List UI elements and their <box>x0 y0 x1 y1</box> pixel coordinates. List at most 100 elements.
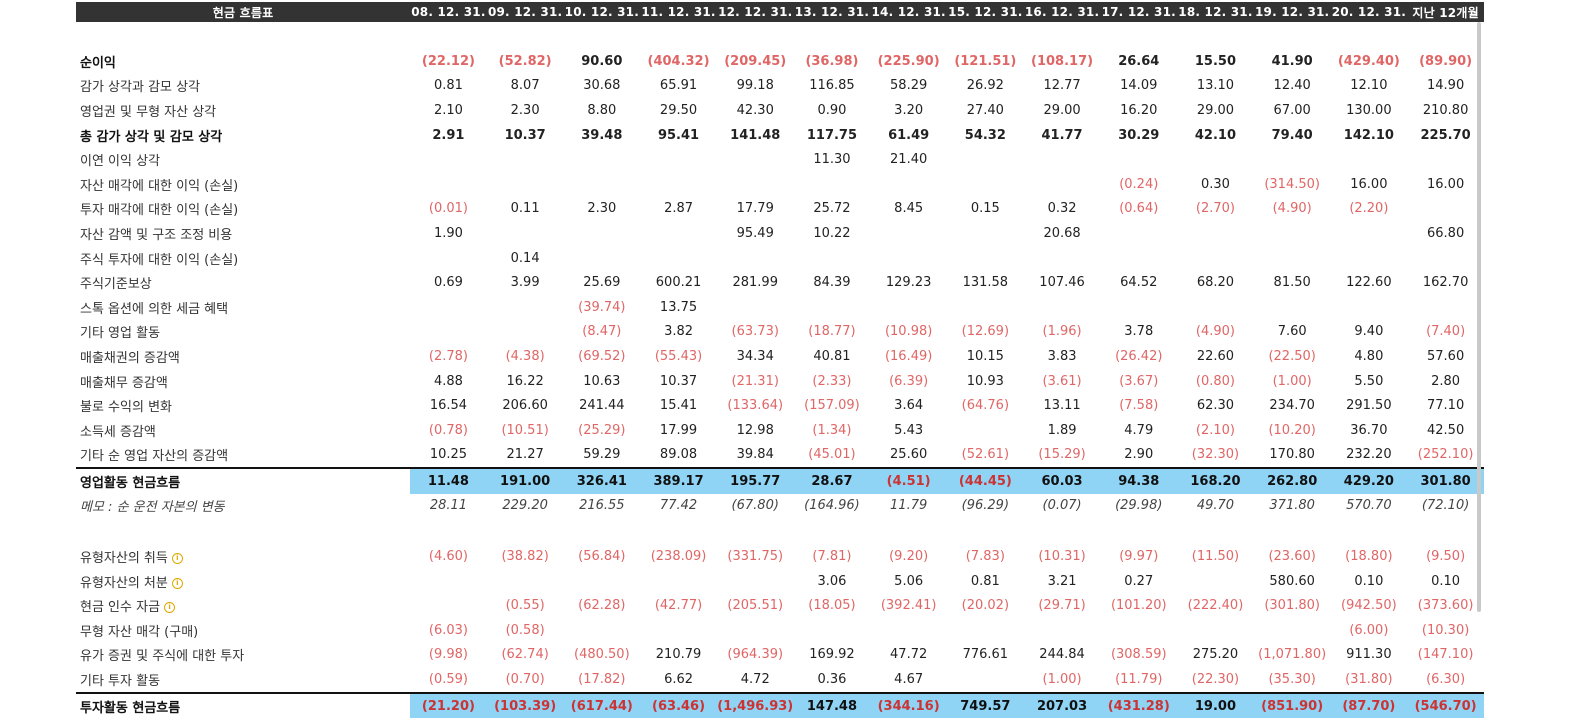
value-cell: (10.30) <box>1421 622 1470 638</box>
row-label: 투자 매각에 대한 이익 (손실) <box>80 203 239 219</box>
value-cell: (209.45) <box>724 53 787 69</box>
row-label: 소득세 증감액 <box>80 424 156 440</box>
value-cell: 10.93 <box>966 373 1004 389</box>
value-cell: 10.63 <box>583 373 621 389</box>
value-cell: 13.10 <box>1196 78 1235 94</box>
value-cell: 2.90 <box>1124 447 1154 463</box>
period-header[interactable]: 11. 12. 31. <box>640 2 717 22</box>
value-cell: 4.72 <box>740 672 770 688</box>
period-header[interactable]: 19. 12. 31. <box>1253 2 1331 22</box>
value-cell: 116.85 <box>809 78 855 94</box>
value-cell: 58.29 <box>890 78 928 94</box>
value-cell: 10.37 <box>504 127 546 143</box>
value-cell <box>947 172 1024 197</box>
value-cell: (4.90) <box>1272 201 1312 217</box>
value-cell: 0.10 <box>1431 573 1461 589</box>
period-header[interactable]: 13. 12. 31. <box>793 2 871 22</box>
value-cell: 0.32 <box>1047 201 1077 217</box>
period-header[interactable]: 16. 12. 31. <box>1023 2 1101 22</box>
period-header[interactable]: 14. 12. 31. <box>870 2 947 22</box>
value-cell: (35.30) <box>1268 672 1316 688</box>
value-cell <box>1100 618 1177 643</box>
value-cell: 21.27 <box>506 447 544 463</box>
value-cell <box>1407 246 1484 271</box>
value-cell <box>563 618 640 643</box>
value-cell: 81.50 <box>1273 275 1311 291</box>
vertical-scrollbar[interactable] <box>1477 22 1481 612</box>
value-cell: 19.00 <box>1177 691 1254 718</box>
value-cell: 131.58 <box>962 275 1009 291</box>
period-header[interactable]: 15. 12. 31. <box>947 2 1024 22</box>
value-cell <box>487 172 564 197</box>
value-cell: 911.30 <box>1346 647 1392 663</box>
value-cell: (7.81) <box>812 549 852 565</box>
value-cell: 16.22 <box>506 373 544 389</box>
value-cell: 6.62 <box>664 672 694 688</box>
value-cell: 20.68 <box>1043 225 1081 241</box>
value-cell: (331.75) <box>727 549 784 565</box>
value-cell: 216.55 <box>579 498 625 514</box>
value-cell: (31.80) <box>1345 672 1393 688</box>
period-header[interactable]: 09. 12. 31. <box>486 2 564 22</box>
row-label-cell: 투자활동 현금흐름 <box>76 691 411 718</box>
period-header[interactable]: 20. 12. 31. <box>1330 2 1408 22</box>
value-cell: (4.90) <box>1195 324 1235 340</box>
value-cell: (480.50) <box>574 647 630 663</box>
table-row: 스톡 옵션에 의한 세금 혜택 (39.74) 13.75 <box>76 295 1484 320</box>
value-cell: 0.10 <box>1354 573 1384 589</box>
value-cell: 2.30 <box>587 201 617 217</box>
value-cell <box>1024 147 1101 172</box>
period-header[interactable]: 18. 12. 31. <box>1177 2 1254 22</box>
value-cell <box>1254 246 1331 271</box>
row-label: 기타 순 영업 자산의 증감액 <box>80 449 229 465</box>
value-cell: (10.20) <box>1268 422 1316 438</box>
value-cell: 49.70 <box>1196 498 1235 514</box>
value-cell: (89.90) <box>1419 53 1473 69</box>
value-cell: (1.34) <box>812 422 852 438</box>
info-icon[interactable]: i <box>164 602 176 614</box>
period-header[interactable]: 10. 12. 31. <box>563 2 641 22</box>
period-header[interactable]: 12. 12. 31. <box>716 2 794 22</box>
row-label: 메모 : 순 운전 자본의 변동 <box>80 500 225 516</box>
table-row: 영업권 및 무형 자산 상각 2.10 2.30 8.80 29.50 42.30 0.90… <box>76 98 1484 123</box>
value-cell: (26.42) <box>1115 348 1163 364</box>
value-cell: (15.29) <box>1038 447 1086 463</box>
value-cell: (942.50) <box>1341 598 1397 614</box>
info-icon[interactable]: i <box>171 553 183 565</box>
value-cell: 8.80 <box>587 102 617 118</box>
value-cell: 90.60 <box>581 53 623 69</box>
value-cell: (1,496.93) <box>716 691 794 718</box>
value-cell: 117.75 <box>806 127 858 143</box>
value-cell: 25.60 <box>890 447 928 463</box>
period-header[interactable]: 지난 12개월 <box>1407 2 1484 22</box>
value-cell: 41.77 <box>1041 127 1083 143</box>
value-cell: (373.60) <box>1417 598 1474 614</box>
value-cell: 232.20 <box>1346 447 1392 463</box>
value-cell: (6.00) <box>1349 622 1389 638</box>
value-cell: 0.81 <box>433 78 463 94</box>
value-cell <box>1024 246 1101 271</box>
row-label-cell: 매출채무 증감액 <box>76 369 410 394</box>
table-row: 유가 증권 및 주식에 대한 투자 (9.98) (62.74) (480.50) 21… <box>76 643 1484 668</box>
value-cell: (429.40) <box>1337 53 1400 69</box>
table-row: 무형 자산 매각 (구매) (6.03) (0.58) (6.00) (10.30) <box>76 618 1484 643</box>
value-cell: 206.60 <box>502 398 548 414</box>
period-header[interactable]: 08. 12. 31. <box>410 2 487 22</box>
value-cell: 26.92 <box>966 78 1004 94</box>
value-cell: 62.30 <box>1196 398 1235 414</box>
value-cell <box>947 667 1024 693</box>
period-header[interactable]: 17. 12. 31. <box>1100 2 1178 22</box>
value-cell: 10.37 <box>659 373 698 389</box>
value-cell <box>1100 295 1177 320</box>
value-cell: 95.41 <box>657 127 700 143</box>
value-cell <box>794 295 871 320</box>
value-cell: (344.16) <box>870 691 947 718</box>
value-cell <box>410 147 487 172</box>
info-icon[interactable]: i <box>171 577 183 589</box>
value-cell: (133.64) <box>727 398 784 414</box>
value-cell <box>870 172 947 197</box>
row-label: 매출채권의 증감액 <box>80 350 180 366</box>
value-cell: (11.50) <box>1191 549 1240 565</box>
value-cell: (18.77) <box>808 324 856 340</box>
value-cell: 0.30 <box>1200 176 1230 192</box>
